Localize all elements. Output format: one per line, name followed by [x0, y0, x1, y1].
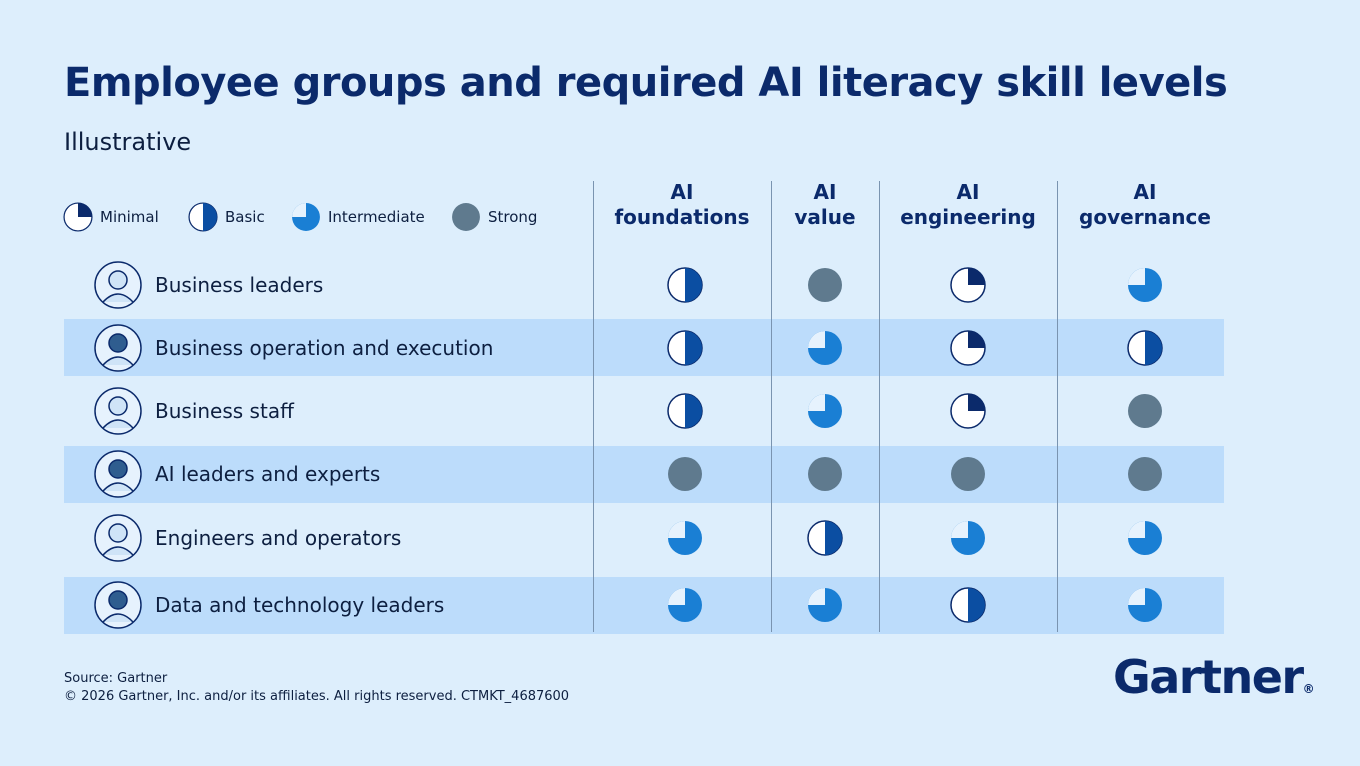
skill-icon	[668, 521, 702, 555]
skill-icon	[808, 588, 842, 622]
divider	[593, 181, 594, 632]
row-label: Engineers and operators	[155, 526, 402, 550]
skill-icon	[950, 393, 986, 429]
row-label: Business staff	[155, 399, 294, 423]
column-header: AI value	[794, 180, 856, 229]
avatar	[94, 514, 142, 562]
legend-icon	[63, 202, 93, 232]
title: Employee groups and required AI literacy…	[64, 60, 1228, 106]
skill-icon	[951, 457, 985, 491]
skill-icon	[808, 457, 842, 491]
column-header: AI engineering	[900, 180, 1036, 229]
skill-icon	[1127, 330, 1163, 366]
legend-label: Strong	[488, 208, 538, 226]
skill-icon	[1128, 268, 1162, 302]
divider	[1057, 181, 1058, 632]
column-header: AI foundations	[614, 180, 750, 229]
skill-icon	[951, 521, 985, 555]
skill-icon	[807, 520, 843, 556]
skill-icon	[950, 330, 986, 366]
legend-icon	[188, 202, 218, 232]
skill-icon	[808, 394, 842, 428]
skill-icon	[667, 267, 703, 303]
skill-icon	[950, 587, 986, 623]
avatar	[94, 387, 142, 435]
row-band	[64, 577, 1224, 634]
avatar	[94, 324, 142, 372]
row-label: Business operation and execution	[155, 336, 494, 360]
skill-icon	[808, 268, 842, 302]
skill-icon	[1128, 521, 1162, 555]
skill-icon	[808, 331, 842, 365]
legend-label: Intermediate	[328, 208, 425, 226]
divider	[771, 181, 772, 632]
skill-icon	[950, 267, 986, 303]
row-label: Data and technology leaders	[155, 593, 445, 617]
subtitle: Illustrative	[64, 128, 192, 156]
column-header: AI governance	[1079, 180, 1211, 229]
row-band	[64, 446, 1224, 503]
row-label: AI leaders and experts	[155, 462, 381, 486]
skill-icon	[667, 330, 703, 366]
source: Source: Gartner	[64, 671, 168, 686]
legend-icon	[452, 203, 480, 231]
skill-icon	[1128, 588, 1162, 622]
legend-icon	[292, 203, 320, 231]
divider	[879, 181, 880, 632]
skill-icon	[667, 393, 703, 429]
copyright: © 2026 Gartner, Inc. and/or its affiliat…	[64, 689, 570, 704]
avatar	[94, 581, 142, 629]
legend-label: Minimal	[100, 208, 159, 226]
skill-icon	[668, 457, 702, 491]
legend-label: Basic	[225, 208, 265, 226]
skill-icon	[1128, 457, 1162, 491]
skill-icon	[1128, 394, 1162, 428]
row-band	[64, 319, 1224, 376]
avatar	[94, 450, 142, 498]
row-label: Business leaders	[155, 273, 324, 297]
skill-icon	[668, 588, 702, 622]
logo-mark: ®	[1302, 682, 1315, 696]
logo: Gartner®	[1113, 650, 1315, 704]
logo-text: Gartner	[1113, 650, 1304, 704]
avatar	[94, 261, 142, 309]
